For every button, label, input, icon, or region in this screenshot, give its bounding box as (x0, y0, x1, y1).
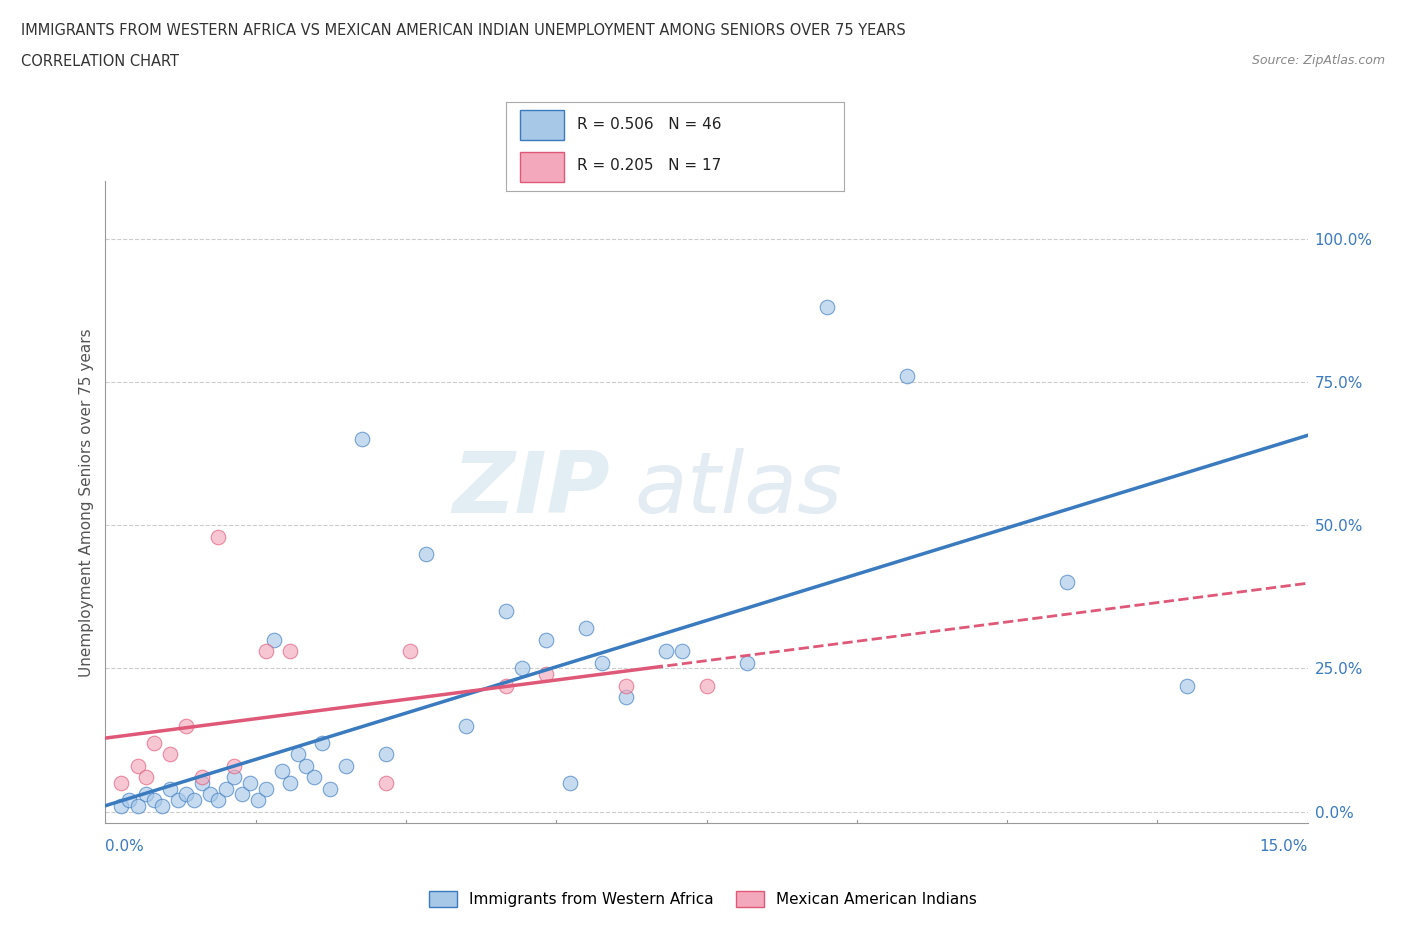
Point (415, 546, 437, 561)
Text: 0.0%: 0.0% (105, 839, 145, 854)
Point (231, 787, 253, 802)
Point (319, 781, 342, 796)
Text: Source: ZipAtlas.com: Source: ZipAtlas.com (1251, 54, 1385, 67)
Text: 15.0%: 15.0% (1260, 839, 1308, 854)
Point (287, 747, 309, 762)
Point (671, 644, 693, 658)
Point (142, 792, 165, 807)
Text: CORRELATION CHART: CORRELATION CHART (21, 54, 179, 69)
Y-axis label: Unemployment Among Seniors over 75 years: Unemployment Among Seniors over 75 years (79, 328, 94, 676)
Point (254, 644, 277, 658)
Point (456, 718, 478, 733)
Point (311, 736, 333, 751)
Point (142, 736, 165, 751)
Legend: Immigrants from Western Africa, Mexican American Indians: Immigrants from Western Africa, Mexican … (423, 884, 983, 913)
Point (246, 792, 269, 807)
Point (575, 621, 598, 636)
Point (302, 770, 325, 785)
Point (616, 678, 638, 693)
Point (510, 661, 533, 676)
Point (591, 656, 613, 671)
Text: R = 0.506   N = 46: R = 0.506 N = 46 (576, 117, 721, 132)
Point (815, 300, 838, 315)
Point (190, 776, 212, 790)
Point (374, 776, 398, 790)
Point (350, 432, 373, 446)
Point (207, 529, 229, 544)
Point (222, 770, 245, 785)
Point (150, 799, 173, 814)
Point (214, 781, 236, 796)
Point (534, 667, 557, 682)
Point (278, 776, 301, 790)
Text: IMMIGRANTS FROM WESTERN AFRICA VS MEXICAN AMERICAN INDIAN UNEMPLOYMENT AMONG SEN: IMMIGRANTS FROM WESTERN AFRICA VS MEXICA… (21, 23, 905, 38)
Point (495, 604, 517, 618)
FancyBboxPatch shape (520, 152, 564, 182)
Point (335, 758, 357, 773)
Text: atlas: atlas (634, 448, 842, 531)
Point (135, 787, 157, 802)
Point (374, 747, 398, 762)
Point (222, 758, 245, 773)
FancyBboxPatch shape (520, 111, 564, 140)
Point (896, 368, 918, 383)
Point (166, 792, 188, 807)
Point (190, 770, 212, 785)
Point (560, 776, 582, 790)
Point (270, 764, 292, 779)
Point (135, 770, 157, 785)
Point (127, 758, 149, 773)
Point (159, 781, 181, 796)
Point (239, 776, 262, 790)
Point (110, 799, 132, 814)
Point (495, 678, 517, 693)
Point (174, 787, 197, 802)
Point (278, 644, 301, 658)
Text: ZIP: ZIP (453, 448, 610, 531)
Point (1056, 575, 1078, 590)
Point (207, 792, 229, 807)
Point (735, 656, 758, 671)
Point (174, 718, 197, 733)
Point (534, 632, 557, 647)
Point (127, 799, 149, 814)
Point (399, 644, 422, 658)
Point (254, 781, 277, 796)
Point (616, 689, 638, 704)
Point (1175, 678, 1198, 693)
Point (159, 747, 181, 762)
Point (198, 787, 221, 802)
Point (655, 644, 678, 658)
Point (696, 678, 718, 693)
Point (110, 776, 132, 790)
Point (263, 632, 285, 647)
Point (295, 758, 318, 773)
Point (183, 792, 205, 807)
Text: R = 0.205   N = 17: R = 0.205 N = 17 (576, 158, 721, 173)
Point (118, 792, 141, 807)
